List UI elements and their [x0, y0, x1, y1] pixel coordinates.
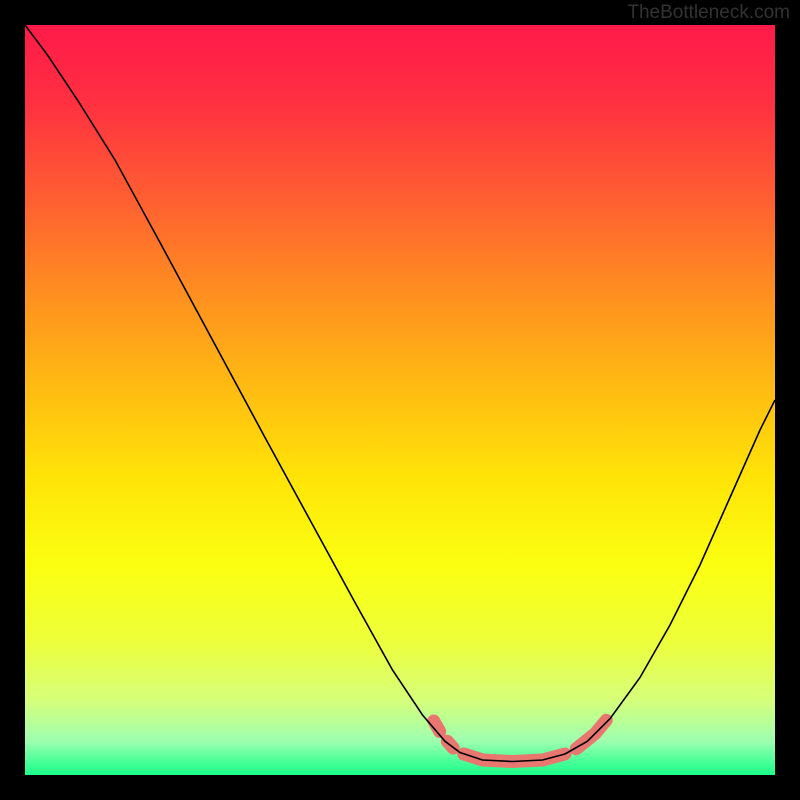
- highlight-group: [434, 720, 607, 761]
- bottleneck-curve: [25, 25, 775, 762]
- plot-area: [25, 25, 775, 775]
- chart-curve-layer: [25, 25, 775, 775]
- watermark: TheBottleneck.com: [627, 2, 790, 24]
